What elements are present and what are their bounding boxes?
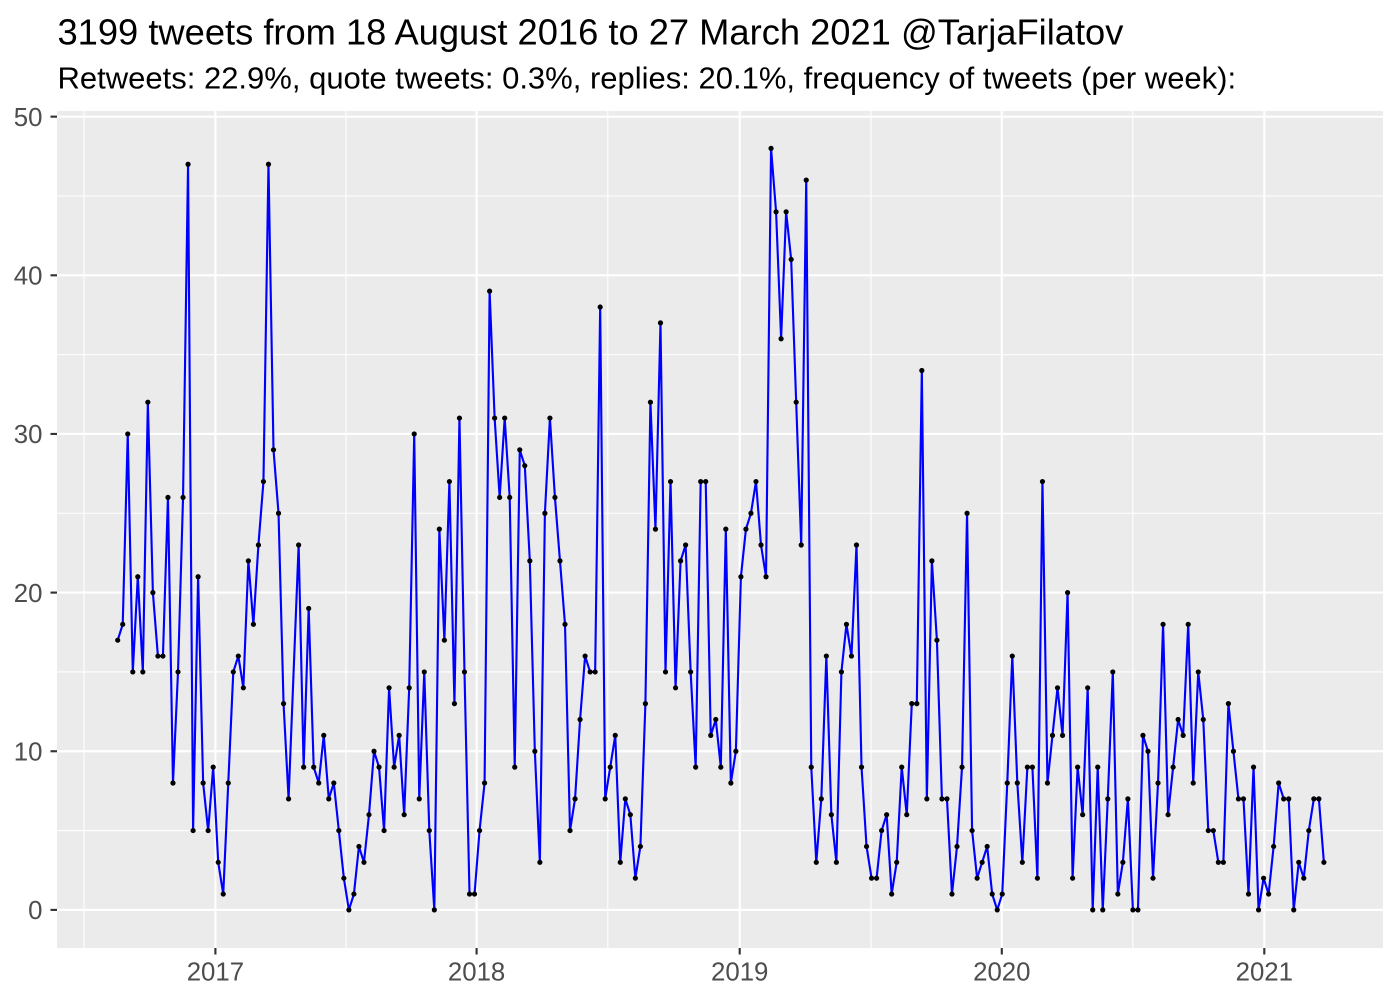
svg-text:10: 10 (14, 738, 43, 766)
svg-text:2021: 2021 (1236, 959, 1293, 987)
svg-text:2019: 2019 (711, 959, 768, 987)
svg-text:30: 30 (14, 421, 43, 449)
svg-text:20: 20 (14, 580, 43, 608)
svg-text:2017: 2017 (187, 959, 244, 987)
svg-text:2020: 2020 (973, 959, 1030, 987)
svg-text:2018: 2018 (448, 959, 505, 987)
svg-text:3199 tweets from 18 August 201: 3199 tweets from 18 August 2016 to 27 Ma… (58, 12, 1125, 53)
svg-text:Retweets: 22.9%, quote tweets:: Retweets: 22.9%, quote tweets: 0.3%, rep… (58, 61, 1237, 96)
svg-text:50: 50 (14, 104, 43, 132)
svg-text:0: 0 (28, 897, 42, 925)
svg-text:40: 40 (14, 263, 43, 291)
